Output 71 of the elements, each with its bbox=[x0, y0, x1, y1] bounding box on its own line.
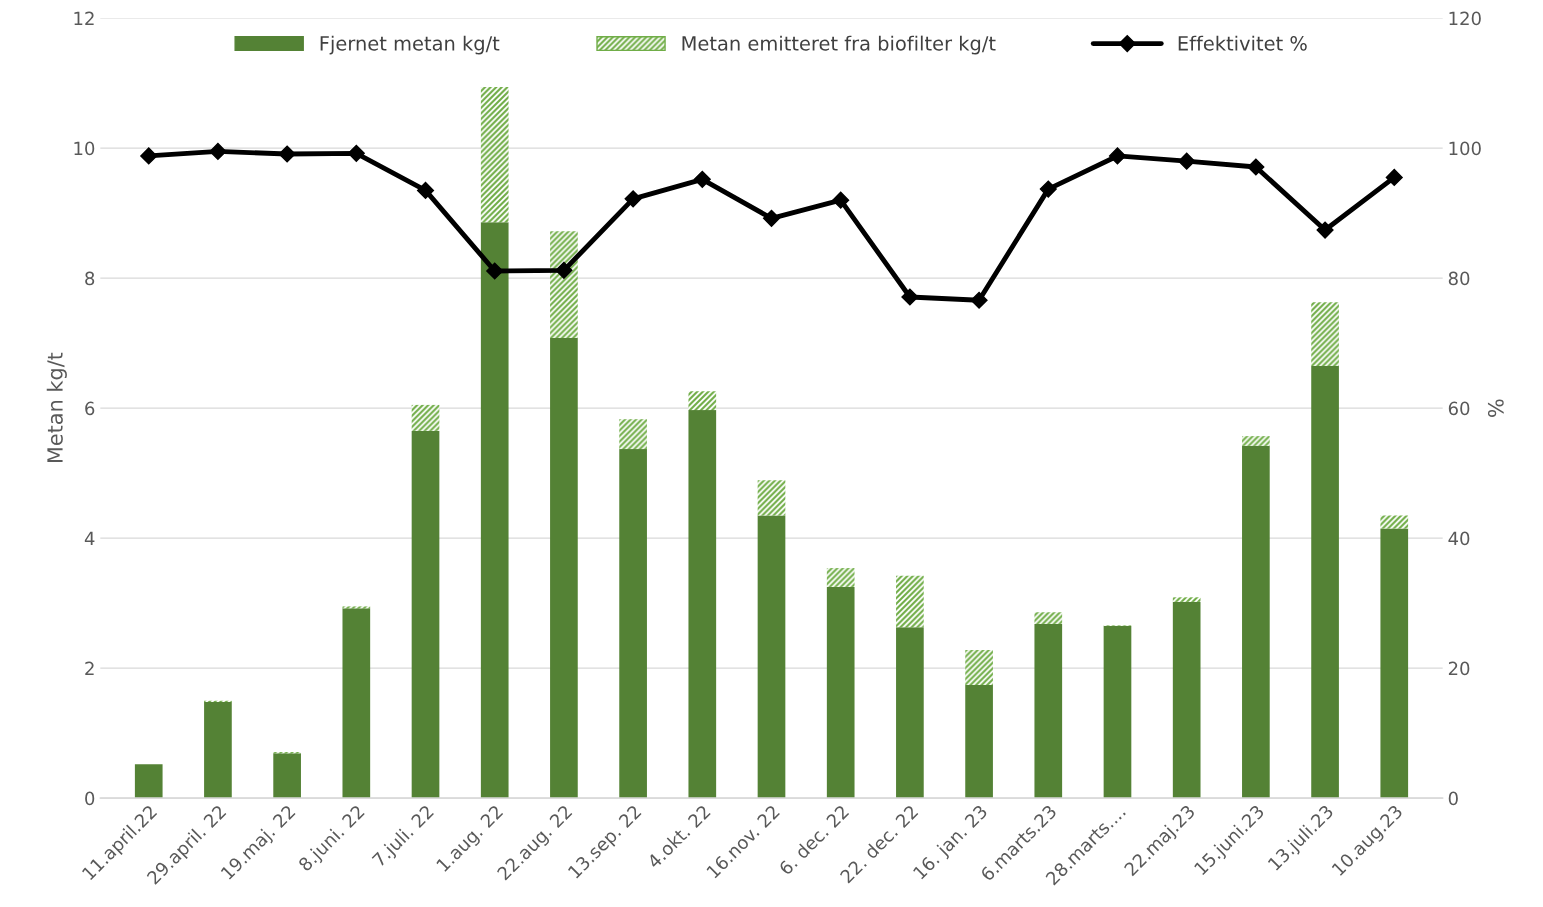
point bbox=[486, 262, 504, 280]
y2-tick-label: 20 bbox=[1448, 661, 1470, 676]
y2-tick-label: 40 bbox=[1448, 531, 1470, 546]
bar bbox=[757, 515, 786, 799]
bar bbox=[826, 586, 855, 799]
legend-label: Fjernet metan kg/t bbox=[320, 35, 500, 55]
point bbox=[970, 291, 988, 309]
point bbox=[762, 209, 781, 227]
y2-tick-label: 60 bbox=[1448, 401, 1470, 416]
point bbox=[347, 144, 365, 162]
bar bbox=[1380, 515, 1409, 529]
bar bbox=[826, 568, 855, 587]
bar bbox=[965, 685, 993, 799]
point bbox=[693, 170, 711, 188]
y2-tick-label: 0 bbox=[1448, 791, 1458, 806]
point bbox=[832, 191, 850, 209]
y2-tick-label: 100 bbox=[1449, 141, 1481, 156]
point bbox=[416, 181, 435, 199]
point bbox=[901, 288, 919, 306]
point bbox=[1108, 147, 1127, 165]
y-tick-label: 4 bbox=[84, 531, 95, 546]
point bbox=[1385, 168, 1403, 186]
point bbox=[1178, 152, 1196, 170]
bar bbox=[1034, 623, 1063, 799]
y2-tick-label: 80 bbox=[1448, 271, 1470, 286]
bar bbox=[619, 449, 647, 799]
y-tick-label: 0 bbox=[85, 791, 95, 806]
point bbox=[140, 147, 158, 165]
bar bbox=[1172, 601, 1201, 799]
bar bbox=[480, 222, 509, 799]
bar bbox=[896, 627, 924, 799]
bar bbox=[273, 753, 301, 799]
bar bbox=[757, 480, 786, 516]
y-axis-title: Metan kg/t bbox=[46, 352, 67, 463]
bar bbox=[411, 404, 440, 431]
point bbox=[209, 142, 227, 160]
y2-tick-label: 120 bbox=[1449, 11, 1481, 26]
bar bbox=[550, 231, 578, 338]
bar bbox=[1242, 436, 1270, 446]
y-tick-label: 8 bbox=[85, 271, 95, 286]
bar bbox=[1311, 365, 1339, 799]
point bbox=[1039, 180, 1057, 198]
bar bbox=[204, 701, 232, 799]
bar bbox=[688, 410, 717, 799]
legend-label: Effektivitet % bbox=[1178, 35, 1307, 51]
bar bbox=[134, 764, 163, 799]
bar bbox=[1242, 445, 1270, 799]
point bbox=[1316, 221, 1334, 239]
bar bbox=[411, 430, 440, 799]
point bbox=[278, 145, 296, 163]
bar bbox=[896, 575, 924, 628]
bar bbox=[480, 87, 509, 223]
y-tick-label: 2 bbox=[85, 661, 94, 676]
y-tick-label: 12 bbox=[74, 11, 94, 25]
bar bbox=[965, 649, 993, 686]
bar bbox=[1311, 302, 1339, 366]
legend-label: Metan emitteret fra biofilter kg/t bbox=[682, 35, 996, 55]
bar bbox=[342, 608, 371, 799]
point bbox=[624, 190, 642, 208]
y-tick-label: 10 bbox=[74, 141, 95, 156]
bar bbox=[1172, 597, 1201, 602]
y2-axis-title: % bbox=[1487, 399, 1504, 417]
y-tick-label: 6 bbox=[85, 401, 95, 416]
bar bbox=[688, 391, 717, 411]
bar bbox=[619, 419, 647, 450]
bar bbox=[1380, 528, 1409, 799]
point bbox=[1247, 158, 1265, 176]
bar bbox=[550, 337, 578, 799]
bar bbox=[1034, 612, 1063, 624]
point bbox=[555, 261, 573, 279]
bar bbox=[1103, 625, 1132, 799]
